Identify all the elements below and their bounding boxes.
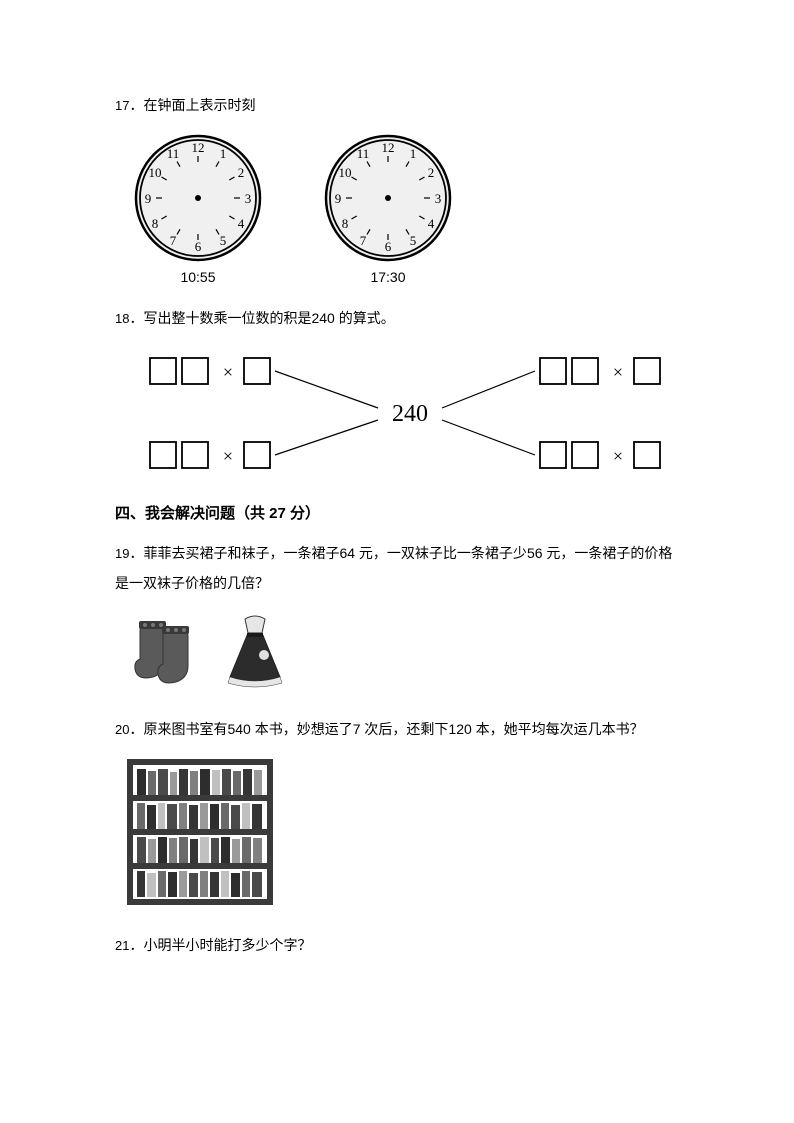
q19-num: 19: [115, 546, 129, 561]
section-4-title: 四、我会解决问题（共 27 分）: [115, 497, 679, 530]
question-20: 20．原来图书室有540 本书，妙想运了7 次后，还剩下120 本，她平均每次运…: [115, 714, 679, 745]
svg-text:6: 6: [385, 239, 392, 254]
center-240: 240: [392, 401, 428, 427]
svg-text:12: 12: [192, 140, 205, 155]
q20-illustration: [125, 757, 679, 912]
q18-val: 240: [311, 310, 334, 326]
q20-t4: 本，她平均每次运几本书？: [472, 721, 644, 737]
q20-t3: 次后，还剩下: [361, 721, 449, 737]
svg-text:10: 10: [339, 165, 352, 180]
svg-text:12: 12: [382, 140, 395, 155]
svg-text:8: 8: [342, 216, 349, 231]
q19-illustration: [125, 611, 679, 696]
q19-t2: 元，一双袜子比一条裙子少: [355, 545, 527, 561]
question-21: 21．小明半小时能打多少个字？: [115, 930, 679, 961]
q20-num: 20: [115, 722, 129, 737]
svg-text:11: 11: [357, 146, 370, 161]
q19-v2: 56: [527, 545, 543, 561]
svg-text:4: 4: [428, 216, 435, 231]
svg-text:7: 7: [170, 233, 177, 248]
q19-t1: 菲菲去买裙子和袜子，一条裙子: [143, 545, 339, 561]
clock-2-label: 17:30: [370, 269, 405, 285]
svg-text:8: 8: [152, 216, 159, 231]
svg-text:11: 11: [167, 146, 180, 161]
q17-text: 在钟面上表示时刻: [143, 97, 255, 113]
svg-text:3: 3: [245, 191, 252, 206]
q19-dot: ．: [129, 545, 143, 561]
svg-text:×: ×: [223, 446, 233, 466]
q18-num: 18: [115, 311, 129, 326]
q18-tail: 的算式。: [335, 310, 395, 326]
q20-t2: 本书，妙想运了: [251, 721, 353, 737]
q20-t1: 原来图书室有: [143, 721, 227, 737]
q20-dot: ．: [129, 721, 143, 737]
question-19: 19．菲菲去买裙子和袜子，一条裙子64 元，一双袜子比一条裙子少56 元，一条裙…: [115, 538, 679, 600]
q17-dot: ．: [129, 97, 143, 113]
q20-v3: 120: [448, 721, 471, 737]
q21-dot: ．: [129, 937, 143, 953]
svg-text:9: 9: [335, 191, 342, 206]
svg-text:×: ×: [613, 446, 623, 466]
q20-v2: 7: [353, 721, 361, 737]
clock-1-wrap: 12 1 2 3 4 5 6 7 8 9 10 11: [133, 133, 263, 285]
svg-text:×: ×: [613, 362, 623, 382]
svg-text:2: 2: [428, 165, 435, 180]
svg-text:6: 6: [195, 239, 202, 254]
clock-2-wrap: 12 1 2 3 4 5 6 7 8 9 10 11: [323, 133, 453, 285]
q18-text: 写出整十数乘一位数的积是: [143, 310, 311, 326]
svg-text:1: 1: [410, 146, 417, 161]
clock-2: 12 1 2 3 4 5 6 7 8 9 10 11: [323, 133, 453, 263]
svg-text:1: 1: [220, 146, 227, 161]
svg-text:10: 10: [149, 165, 162, 180]
svg-text:5: 5: [220, 233, 227, 248]
svg-text:3: 3: [435, 191, 442, 206]
svg-text:2: 2: [238, 165, 245, 180]
svg-text:7: 7: [360, 233, 367, 248]
svg-text:4: 4: [238, 216, 245, 231]
q21-num: 21: [115, 938, 129, 953]
svg-text:×: ×: [223, 362, 233, 382]
eq240-diagram: × × × × 240: [140, 348, 679, 483]
q20-v1: 540: [227, 721, 250, 737]
clock-1: 12 1 2 3 4 5 6 7 8 9 10 11: [133, 133, 263, 263]
q17-num: 17: [115, 98, 129, 113]
question-18: 18．写出整十数乘一位数的积是240 的算式。: [115, 303, 679, 334]
clock-1-label: 10:55: [180, 269, 215, 285]
question-17: 17．在钟面上表示时刻: [115, 90, 679, 121]
svg-text:9: 9: [145, 191, 152, 206]
q19-v1: 64: [339, 545, 355, 561]
clocks-row: 12 1 2 3 4 5 6 7 8 9 10 11: [133, 133, 679, 285]
svg-text:5: 5: [410, 233, 417, 248]
q21-text: 小明半小时能打多少个字？: [143, 937, 311, 953]
q18-dot: ．: [129, 310, 143, 326]
